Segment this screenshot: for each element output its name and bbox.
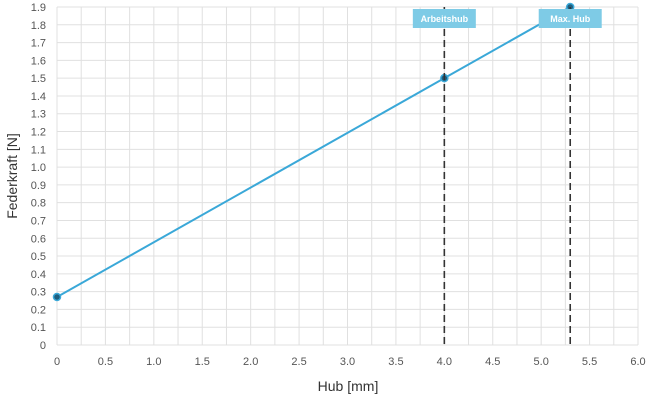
y-tick-label: 0.2 (31, 304, 46, 316)
y-tick-label: 1.5 (31, 73, 46, 85)
x-tick-label: 5.5 (582, 356, 597, 368)
annotations: Arbeitshub Max. Hub (412, 7, 602, 345)
grid (56, 6, 639, 346)
y-tick-label: 0.7 (31, 215, 46, 227)
x-tick-label: 1.5 (195, 356, 210, 368)
y-tick-label: 1.9 (31, 2, 46, 14)
y-tick-label: 0.4 (31, 269, 46, 281)
annotation-label-bg (412, 9, 476, 28)
x-tick-labels: 0 0.5 1.0 1.5 2.0 2.5 3.0 3.5 4.0 4.5 5.0 5.5 6.0 (54, 356, 646, 368)
annotation-label-bg (538, 9, 602, 28)
y-tick-label: 1.6 (31, 55, 46, 67)
y-tick-label: 0.8 (31, 198, 46, 210)
x-tick-label: 0.5 (98, 356, 113, 368)
x-tick-label: 3.0 (340, 356, 355, 368)
y-tick-label: 0.5 (31, 251, 46, 263)
x-tick-label: 4.5 (485, 356, 500, 368)
x-tick-label: 6.0 (630, 356, 645, 368)
y-tick-label: 1.7 (31, 38, 46, 50)
x-tick-label: 1.0 (146, 356, 161, 368)
y-tick-label: 1.0 (31, 162, 46, 174)
x-tick-label: 2.0 (243, 356, 258, 368)
y-tick-label: 0.9 (31, 180, 46, 192)
y-tick-label: 1.4 (31, 91, 46, 103)
data-point (52, 292, 62, 302)
y-tick-label: 0.1 (31, 322, 46, 334)
y-tick-label: 0.6 (31, 233, 46, 245)
y-tick-label: 0.3 (31, 287, 46, 299)
x-axis-title: Hub [mm] (318, 378, 379, 394)
y-tick-label: 0 (40, 340, 46, 352)
y-tick-labels: 0 0.1 0.2 0.3 0.4 0.5 0.6 0.7 0.8 0.9 1.0 1.1 1.2 1.3… (31, 2, 46, 352)
x-tick-label: 4.0 (437, 356, 452, 368)
y-tick-label: 1.1 (31, 144, 46, 156)
x-tick-label: 3.5 (388, 356, 403, 368)
y-tick-label: 1.8 (31, 20, 46, 32)
x-tick-label: 5.0 (534, 356, 549, 368)
y-tick-label: 1.3 (31, 109, 46, 121)
annotation-label: Arbeitshub (421, 14, 469, 24)
y-tick-label: 1.2 (31, 127, 46, 139)
x-tick-label: 0 (54, 356, 60, 368)
x-tick-label: 2.5 (291, 356, 306, 368)
annotation-label: Max. Hub (550, 14, 591, 24)
y-axis-title: Federkraft [N] (4, 133, 20, 219)
